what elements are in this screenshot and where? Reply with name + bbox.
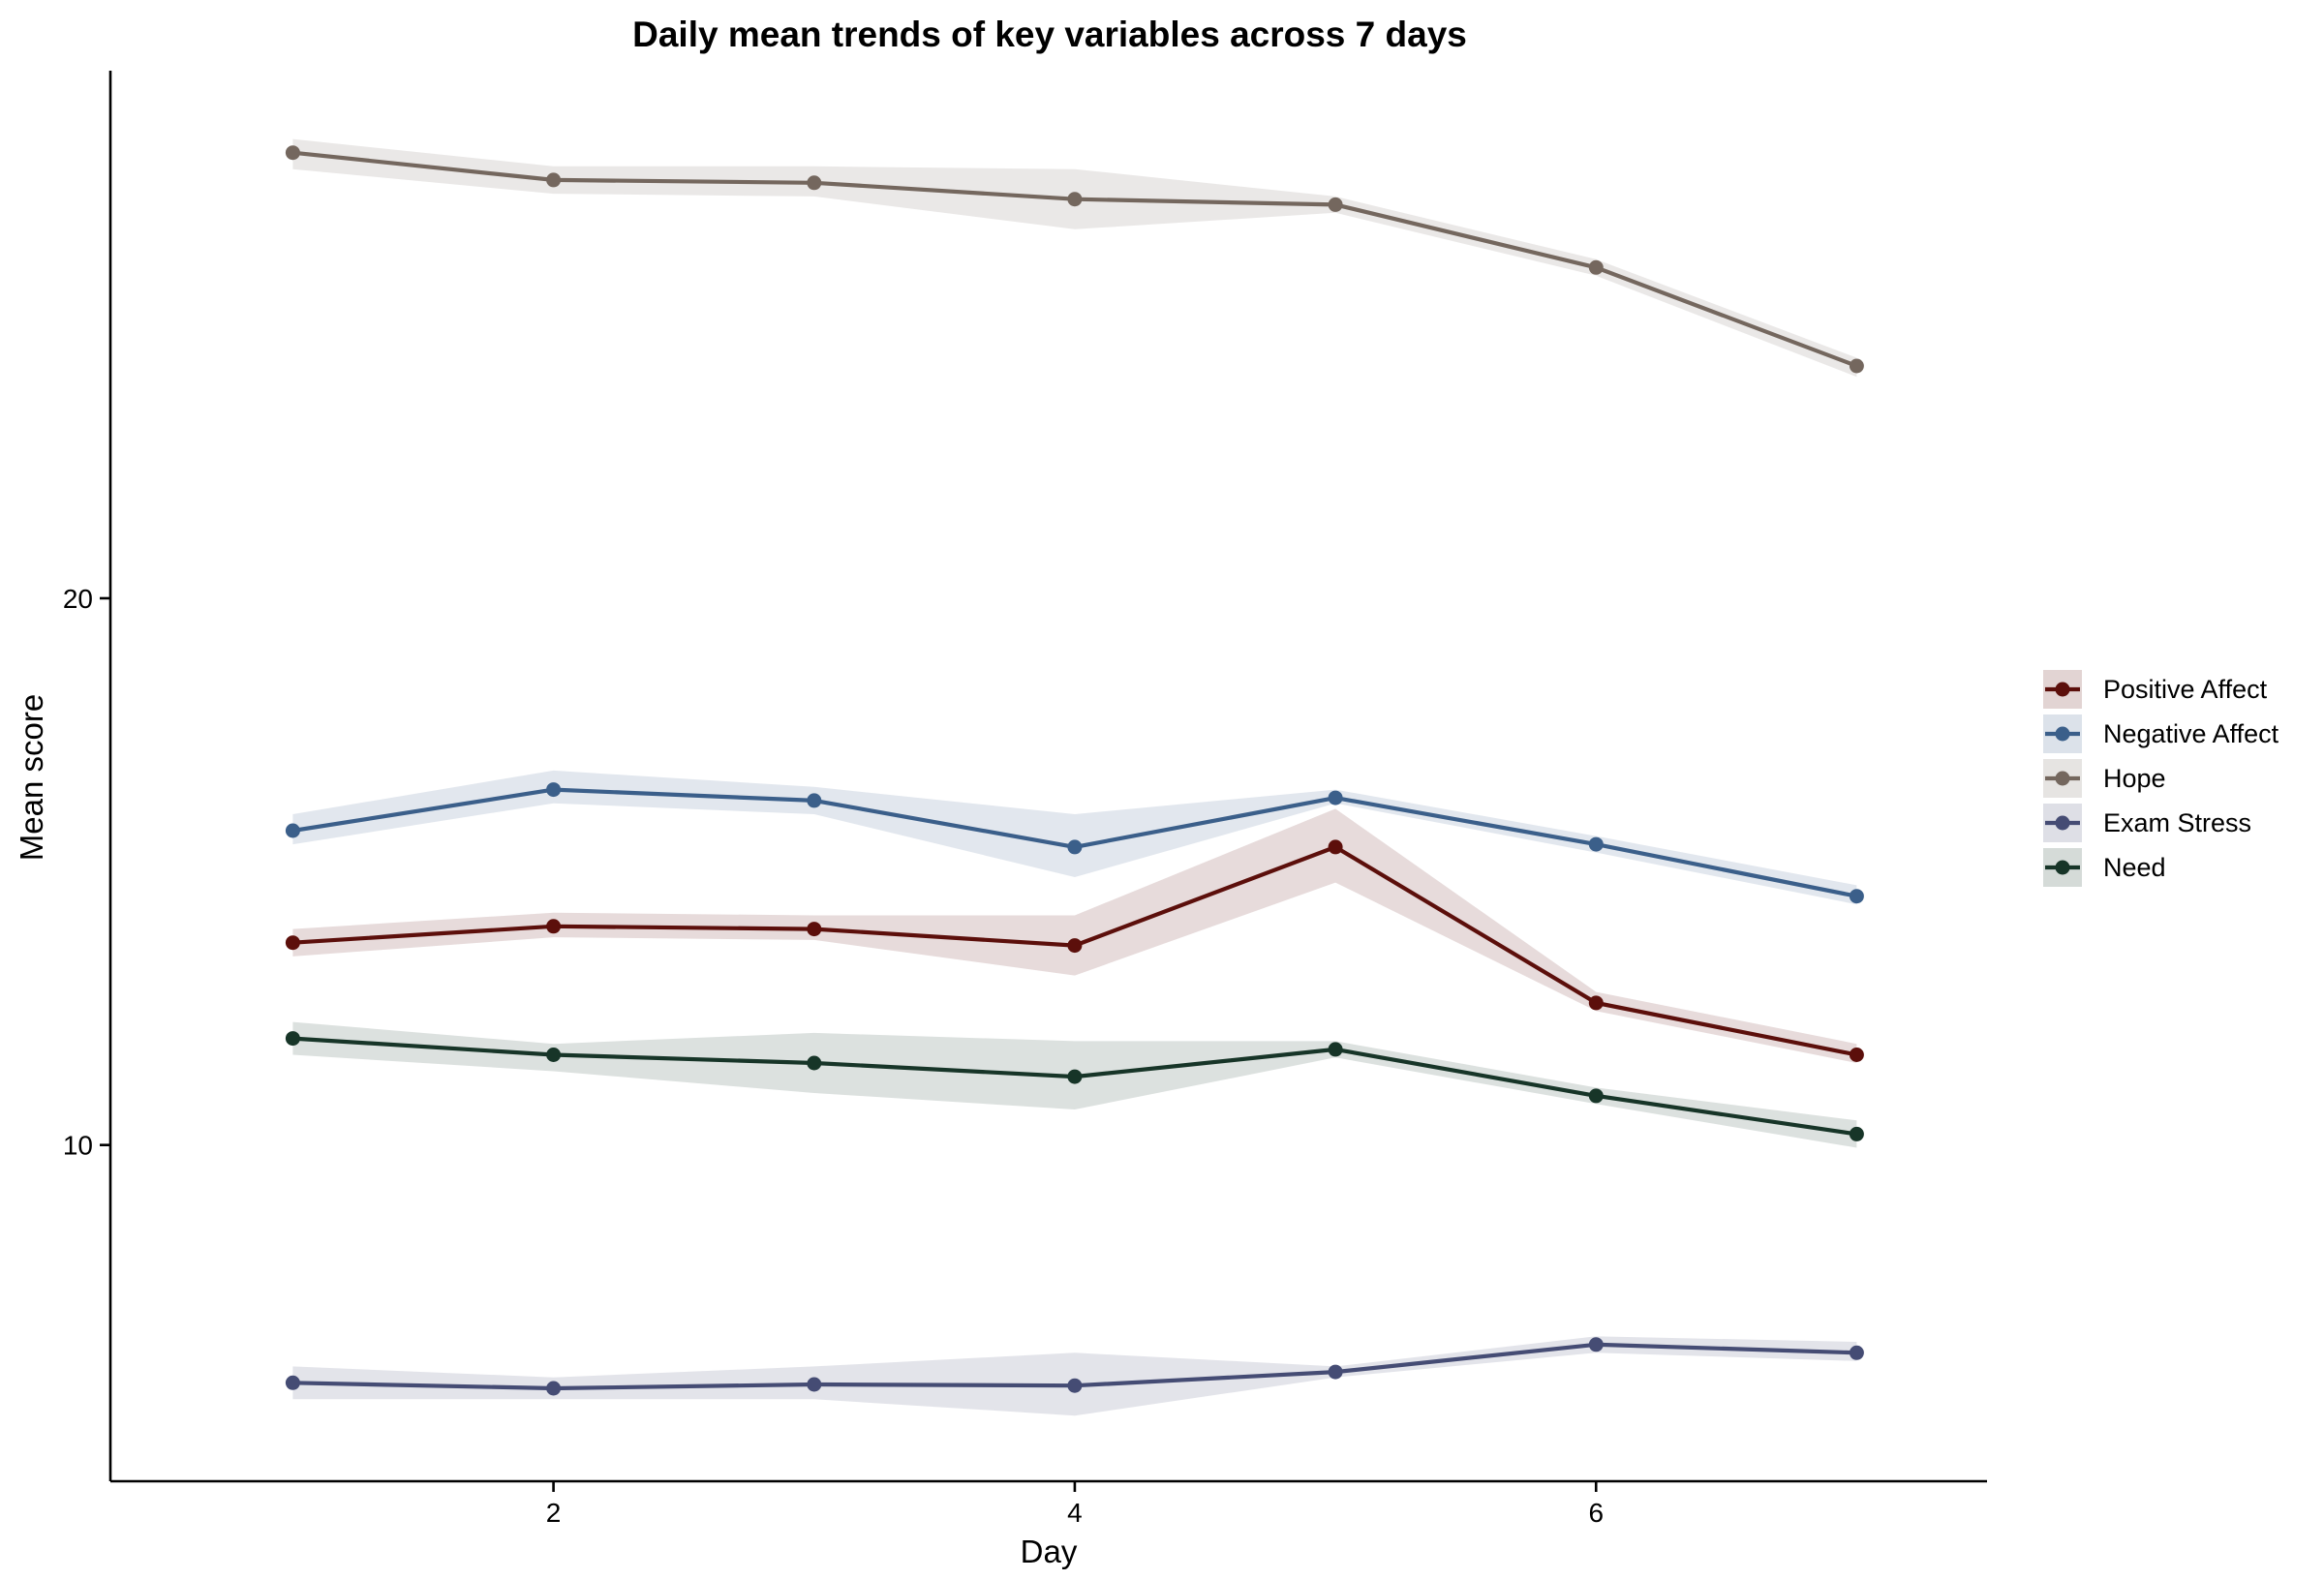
hope-point (1328, 197, 1343, 212)
need-point (1328, 1042, 1343, 1057)
positive-affect-point (1067, 938, 1083, 954)
legend-label: Positive Affect (2103, 675, 2268, 704)
negative-affect-band (292, 770, 1857, 905)
negative-affect-point (1067, 839, 1083, 855)
exam-stress-point (1849, 1345, 1864, 1360)
x-tick-label: 2 (546, 1498, 562, 1528)
negative-affect-point (1328, 790, 1343, 805)
legend-key-point (2055, 815, 2070, 831)
legend-item-positive-affect: Positive Affect (2043, 670, 2268, 709)
positive-affect-point (1328, 839, 1343, 855)
positive-affect-band (292, 808, 1857, 1063)
series-points (285, 145, 1864, 1396)
y-axis-ticks: 10 20 (63, 584, 110, 1161)
y-tick-label: 10 (63, 1131, 93, 1161)
confidence-bands (292, 138, 1857, 1416)
hope-point (1849, 358, 1864, 374)
hope-point (285, 145, 300, 161)
hope-point (1067, 192, 1083, 207)
legend-item-exam-stress: Exam Stress (2043, 804, 2251, 842)
x-axis-title: Day (1021, 1534, 1078, 1569)
positive-affect-point (285, 935, 300, 951)
legend-key-point (2055, 860, 2070, 875)
hope-point (807, 175, 822, 191)
legend: Positive Affect Negative Affect Hope Exam S… (2043, 670, 2279, 887)
legend-item-need: Need (2043, 848, 2166, 887)
legend-item-hope: Hope (2043, 759, 2166, 798)
positive-affect-point (1849, 1048, 1864, 1062)
negative-affect-point (807, 793, 822, 808)
x-tick-label: 4 (1067, 1498, 1083, 1528)
exam-stress-point (1328, 1364, 1343, 1380)
need-point (1067, 1069, 1083, 1084)
x-tick-label: 6 (1588, 1498, 1604, 1528)
positive-affect-point (546, 919, 562, 934)
need-band (292, 1021, 1857, 1148)
legend-key-point (2055, 682, 2070, 697)
legend-key-point (2055, 726, 2070, 742)
chart-title: Daily mean trends of key variables acros… (632, 15, 1467, 54)
legend-key-point (2055, 771, 2070, 786)
x-axis-ticks: 2 4 6 (546, 1481, 1604, 1528)
exam-stress-point (1067, 1378, 1083, 1393)
exam-stress-point (1588, 1337, 1604, 1352)
hope-point (546, 172, 562, 188)
legend-label: Need (2103, 853, 2166, 882)
need-point (807, 1055, 822, 1071)
axes (108, 71, 1987, 1483)
legend-item-negative-affect: Negative Affect (2043, 714, 2279, 753)
y-tick-label: 20 (63, 584, 93, 614)
legend-label: Negative Affect (2103, 719, 2279, 748)
exam-stress-point (285, 1375, 300, 1390)
need-point (1588, 1088, 1604, 1104)
negative-affect-point (1588, 836, 1604, 852)
exam-stress-point (546, 1381, 562, 1396)
negative-affect-point (546, 782, 562, 798)
need-point (285, 1031, 300, 1047)
legend-label: Hope (2103, 764, 2166, 793)
hope-band (292, 138, 1857, 378)
positive-affect-point (1588, 995, 1604, 1011)
hope-point (1588, 259, 1604, 275)
exam-stress-band (292, 1336, 1857, 1416)
legend-label: Exam Stress (2103, 808, 2251, 837)
y-axis-title: Mean score (14, 694, 49, 861)
exam-stress-point (807, 1377, 822, 1392)
negative-affect-point (1849, 889, 1864, 904)
negative-affect-point (285, 823, 300, 838)
need-point (546, 1048, 562, 1062)
need-point (1849, 1126, 1864, 1141)
positive-affect-point (807, 922, 822, 937)
